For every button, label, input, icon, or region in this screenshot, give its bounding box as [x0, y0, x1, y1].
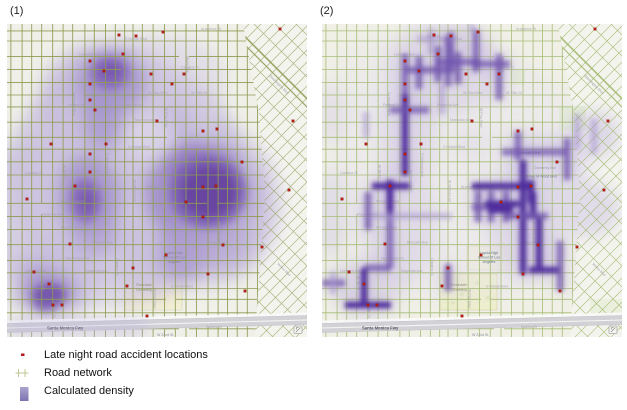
svg-text:W Pico Blvd: W Pico Blvd: [468, 289, 472, 308]
svg-text:Arapahoe St: Arapahoe St: [516, 27, 536, 31]
svg-text:Leeward Ave: Leeward Ave: [79, 53, 100, 57]
svg-text:W Pico Blvd: W Pico Blvd: [479, 108, 483, 127]
svg-text:S Vermont Ave: S Vermont Ave: [105, 153, 109, 177]
svg-text:Gramercy Ave: Gramercy Ave: [534, 166, 556, 170]
svg-text:Bonsallo Ave: Bonsallo Ave: [61, 225, 82, 229]
svg-text:Loyola High: Loyola High: [480, 251, 499, 255]
svg-text:Westmoreland: Westmoreland: [66, 256, 89, 260]
svg-text:James M Wood Blvd: James M Wood Blvd: [525, 175, 557, 179]
svg-text:Santa Monica Fwy: Santa Monica Fwy: [362, 326, 399, 331]
svg-text:Cemetery: Cemetery: [136, 288, 152, 292]
svg-text:Catalina St: Catalina St: [430, 258, 434, 276]
svg-text:Magnolia Ave: Magnolia Ave: [86, 269, 108, 273]
svg-text:Bonsallo Ave: Bonsallo Ave: [218, 222, 222, 243]
svg-text:Ardmore Ave: Ardmore Ave: [461, 185, 482, 189]
svg-text:Magnolia Ave: Magnolia Ave: [437, 103, 459, 107]
svg-text:Angeles: Angeles: [483, 260, 496, 264]
svg-text:W Pico Blvd: W Pico Blvd: [148, 91, 167, 95]
svg-text:Magnolia Ave: Magnolia Ave: [122, 103, 144, 107]
svg-text:Magnolia Ave: Magnolia Ave: [42, 212, 64, 216]
svg-text:Catalina St: Catalina St: [340, 171, 358, 175]
svg-text:S Harvard Blvd: S Harvard Blvd: [72, 92, 76, 116]
svg-text:Ardmore Ave: Ardmore Ave: [146, 185, 167, 189]
svg-text:W Pico Blvd: W Pico Blvd: [153, 289, 157, 308]
svg-text:W Olympic Bl: W Olympic Bl: [448, 180, 452, 202]
svg-text:W Olympic Bl: W Olympic Bl: [133, 180, 137, 202]
svg-text:Santa Monica Fwy: Santa Monica Fwy: [47, 326, 84, 331]
svg-text:Cemetery: Cemetery: [451, 288, 467, 292]
svg-text:S Harvard Blvd: S Harvard Blvd: [387, 92, 391, 116]
svg-text:Arapahoe St: Arapahoe St: [201, 27, 221, 31]
svg-text:W 9th Pl: W 9th Pl: [378, 165, 382, 179]
svg-text:W 18th St: W 18th St: [52, 302, 56, 318]
svg-text:S Hobart Blvd: S Hobart Blvd: [128, 145, 150, 149]
svg-text:Ardmore Ave: Ardmore Ave: [409, 170, 413, 191]
svg-text:Catalina St: Catalina St: [115, 258, 119, 276]
svg-text:Menlo Ave: Menlo Ave: [186, 56, 190, 73]
svg-text:W 7th St: W 7th St: [41, 276, 45, 290]
svg-text:W 22nd St: W 22nd St: [157, 333, 173, 337]
svg-text:Ardmore Ave: Ardmore Ave: [94, 170, 98, 191]
svg-text:Bonsallo Ave: Bonsallo Ave: [407, 241, 428, 245]
svg-text:W 22nd St: W 22nd St: [472, 333, 488, 337]
svg-text:Fedora St: Fedora St: [206, 325, 222, 329]
svg-text:Fedora St: Fedora St: [521, 325, 537, 329]
svg-text:S Vermont Ave: S Vermont Ave: [420, 153, 424, 177]
svg-text:W 15th St: W 15th St: [191, 91, 207, 95]
svg-text:Fedora St: Fedora St: [68, 103, 84, 107]
svg-text:Catalina St: Catalina St: [25, 171, 43, 175]
svg-text:Rosedale: Rosedale: [451, 283, 467, 287]
svg-text:School Of Los: School Of Los: [163, 256, 185, 260]
svg-text:S Hobart Blvd: S Hobart Blvd: [125, 37, 147, 41]
svg-text:W Pico Blvd: W Pico Blvd: [463, 91, 482, 95]
svg-text:S Hobart Blvd: S Hobart Blvd: [443, 145, 465, 149]
svg-text:S Hobart Blvd: S Hobart Blvd: [486, 285, 508, 289]
svg-text:S Hobart Blvd: S Hobart Blvd: [171, 285, 193, 289]
svg-text:School Of Los: School Of Los: [478, 256, 500, 260]
svg-text:Rosedale: Rosedale: [136, 283, 152, 287]
svg-text:W Pico Blvd: W Pico Blvd: [164, 108, 168, 127]
svg-text:Westmoreland: Westmoreland: [61, 199, 84, 203]
svg-text:Mariposa Ave: Mariposa Ave: [206, 241, 228, 245]
svg-text:W 9th Pl: W 9th Pl: [63, 165, 67, 179]
svg-text:Mariposa Ave: Mariposa Ave: [450, 118, 472, 122]
svg-text:W 15th St: W 15th St: [506, 91, 522, 95]
svg-text:Angeles: Angeles: [168, 260, 181, 264]
svg-text:Bonsallo Ave: Bonsallo Ave: [92, 241, 113, 245]
svg-text:Mariposa Ave: Mariposa Ave: [135, 118, 157, 122]
svg-text:Catalina St: Catalina St: [181, 65, 199, 69]
svg-text:Loyola High: Loyola High: [165, 251, 184, 255]
svg-text:Magnolia Ave: Magnolia Ave: [401, 269, 423, 273]
